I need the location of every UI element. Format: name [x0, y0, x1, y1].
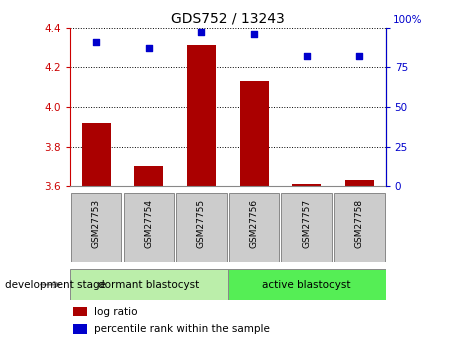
- Bar: [176, 193, 227, 262]
- Bar: [281, 193, 332, 262]
- Text: log ratio: log ratio: [94, 307, 137, 316]
- Text: 100%: 100%: [392, 15, 422, 25]
- Bar: [134, 166, 163, 186]
- Text: GSM27756: GSM27756: [249, 199, 258, 248]
- Bar: [345, 180, 374, 186]
- Title: GDS752 / 13243: GDS752 / 13243: [171, 11, 285, 25]
- Text: GSM27758: GSM27758: [355, 199, 364, 248]
- Bar: [228, 269, 386, 300]
- Bar: [73, 307, 87, 316]
- Point: [356, 53, 363, 59]
- Point: [92, 39, 100, 45]
- Text: development stage: development stage: [5, 280, 106, 289]
- Bar: [73, 324, 87, 334]
- Bar: [187, 46, 216, 186]
- Text: GSM27753: GSM27753: [92, 199, 101, 248]
- Bar: [82, 123, 110, 186]
- Text: GSM27757: GSM27757: [302, 199, 311, 248]
- Bar: [239, 81, 268, 186]
- Point: [198, 30, 205, 35]
- Text: GSM27755: GSM27755: [197, 199, 206, 248]
- Point: [250, 31, 258, 37]
- Text: active blastocyst: active blastocyst: [262, 280, 351, 289]
- Bar: [229, 193, 279, 262]
- Bar: [124, 193, 174, 262]
- Bar: [70, 269, 228, 300]
- Bar: [292, 184, 321, 186]
- Text: percentile rank within the sample: percentile rank within the sample: [94, 324, 269, 334]
- Bar: [71, 193, 121, 262]
- Text: dormant blastocyst: dormant blastocyst: [98, 280, 199, 289]
- Point: [303, 53, 310, 59]
- Text: GSM27754: GSM27754: [144, 199, 153, 248]
- Bar: [334, 193, 385, 262]
- Point: [145, 46, 152, 51]
